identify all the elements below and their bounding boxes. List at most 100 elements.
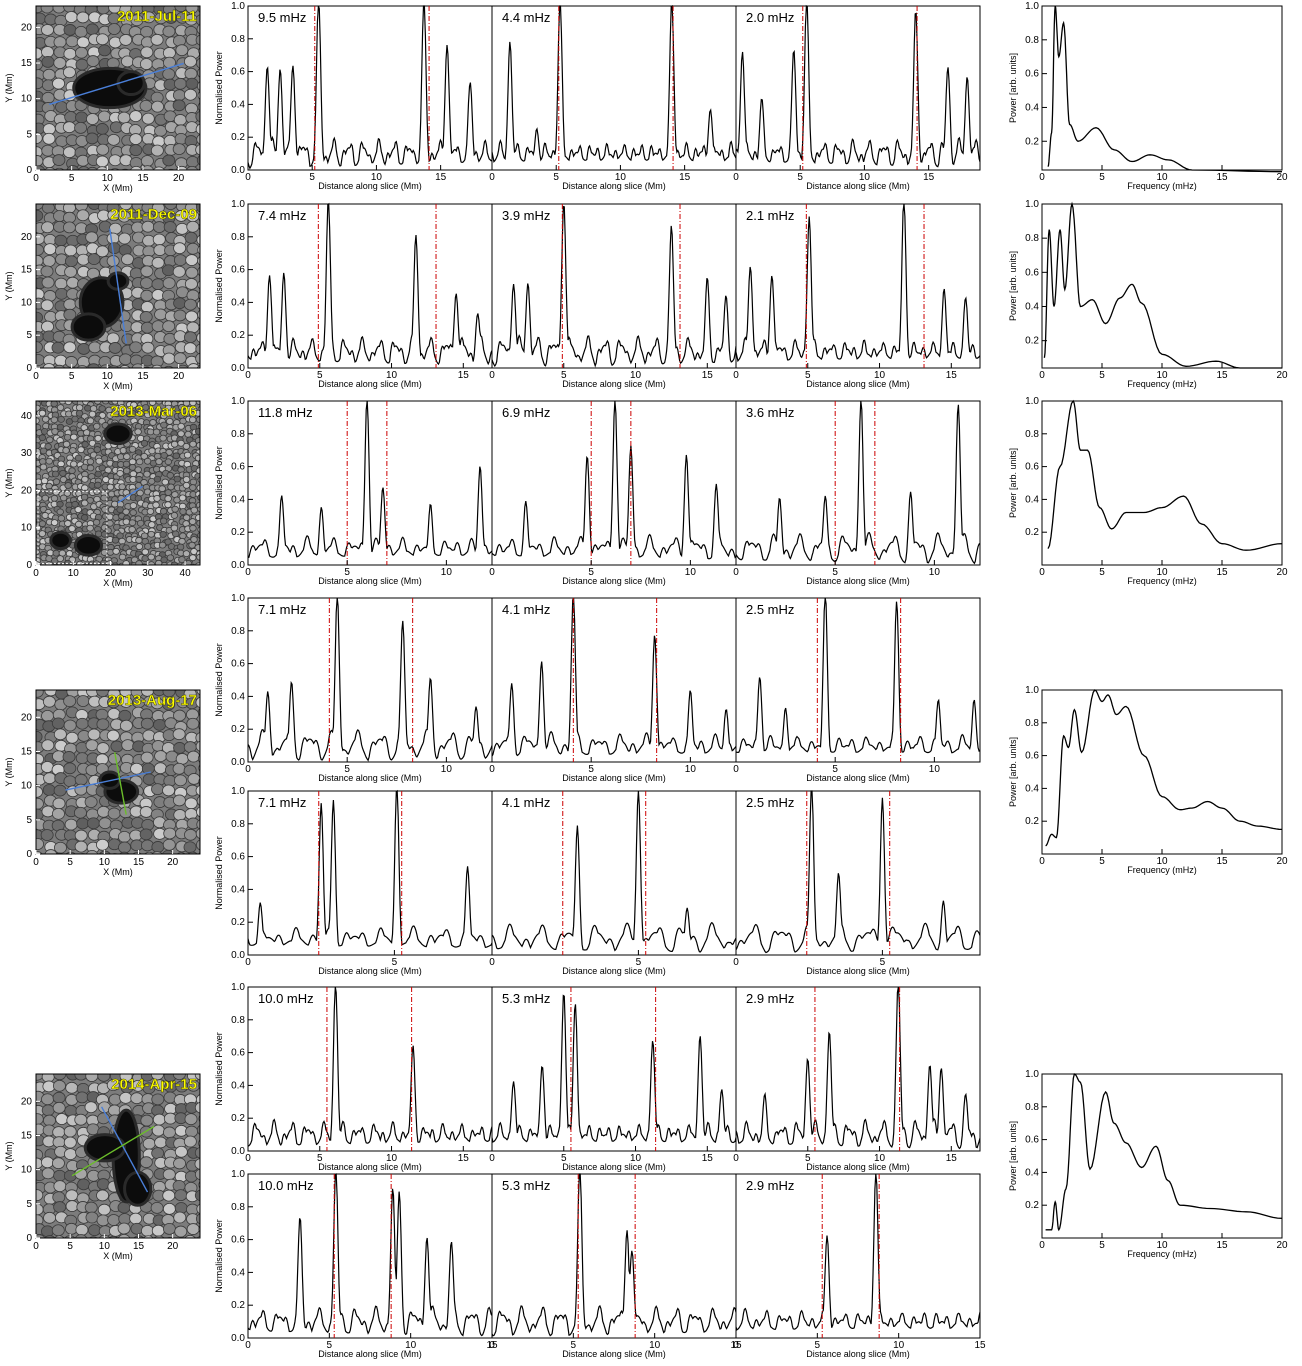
- spectrum-x-tick: 5: [1099, 856, 1105, 867]
- spectrum-x-tick: 20: [1276, 370, 1288, 381]
- spectrum-y-tick: 0.4: [1025, 494, 1039, 505]
- slice-x-tick: 15: [702, 370, 714, 381]
- slice-y-tick: 0.0: [231, 363, 245, 374]
- spectrum-y-tick: 1.0: [1025, 396, 1039, 407]
- image-x-tick: 40: [180, 568, 192, 579]
- spectrum-y-tick: 0.2: [1025, 336, 1039, 347]
- power-curve: [491, 4, 737, 163]
- spectrum-y-tick: 0.2: [1025, 816, 1039, 827]
- image-y-tick: 10: [21, 781, 33, 792]
- slice-x-tick: 15: [679, 172, 691, 183]
- date-label: 2013-Mar-06: [110, 403, 197, 420]
- spectrum-x-tick: 20: [1276, 172, 1288, 183]
- spectrum-x-label: Frequency (mHz): [1127, 1249, 1197, 1259]
- slice-x-tick: 15: [435, 172, 447, 183]
- spectrum-curve: [1047, 5, 1283, 173]
- image-x-tick: 20: [167, 1241, 179, 1252]
- spectrum-x-tick: 15: [1216, 567, 1228, 578]
- slice-x-label: Distance along slice (Mm): [562, 966, 666, 976]
- slice-y-label: Normalised Power: [214, 1032, 224, 1106]
- slice-x-tick: 0: [489, 1153, 495, 1164]
- slice-line-2-0: [117, 485, 143, 504]
- image-y-tick: 10: [21, 297, 33, 308]
- slice-x-tick: 15: [946, 370, 958, 381]
- slice-x-tick: 0: [245, 957, 251, 968]
- power-panel: 6.9 mHz 0 5 10 Distance along slice (Mm): [489, 400, 737, 586]
- slice-x-label: Distance along slice (Mm): [562, 181, 666, 191]
- power-curve: [247, 5, 493, 170]
- slice-y-tick: 0.0: [231, 1333, 245, 1344]
- slice-x-tick: 5: [344, 567, 350, 578]
- slice-x-tick: 0: [733, 957, 739, 968]
- slice-x-tick: 10: [405, 1340, 417, 1351]
- power-panel: 4.4 mHz 0 5 10 15 Distance along slice (Mm): [489, 4, 737, 191]
- image-y-tick: 10: [21, 94, 33, 105]
- power-curve: [491, 1173, 737, 1337]
- frequency-label: 2.9 mHz: [746, 991, 794, 1006]
- slice-y-tick: 0.0: [231, 1146, 245, 1157]
- slice-x-tick: 5: [880, 957, 886, 968]
- image-y-tick: 0: [26, 849, 32, 860]
- slice-x-tick: 0: [733, 1153, 739, 1164]
- image-x-tick: 20: [105, 568, 117, 579]
- image-y-tick: 30: [21, 448, 33, 459]
- slice-x-tick: 0: [733, 370, 739, 381]
- power-panel: 9.5 mHz 0 5 10 15 Distance along slice (Mm): [245, 5, 493, 191]
- image-y-label: Y (Mm): [4, 271, 14, 300]
- slice-x-tick: 10: [874, 370, 886, 381]
- slice-y-tick: 0.4: [231, 297, 245, 308]
- sunspot-image-2: 2013-Mar-06 0 10 20 30 40 0 10 20 30 40 X (Mm) Y (Mm…: [4, 400, 201, 588]
- frequency-label: 5.3 mHz: [502, 991, 550, 1006]
- slice-x-tick: 5: [327, 1340, 333, 1351]
- spectrum-y-tick: 0.2: [1025, 527, 1039, 538]
- slice-x-tick: 10: [874, 1153, 886, 1164]
- slice-y-tick: 0.6: [231, 659, 245, 670]
- image-x-tick: 0: [33, 1241, 39, 1252]
- slice-x-tick: 0: [489, 957, 495, 968]
- image-x-tick: 0: [33, 568, 39, 579]
- spectrum-y-tick: 0.6: [1025, 751, 1039, 762]
- power-curve: [491, 790, 737, 953]
- slice-x-tick: 5: [588, 764, 594, 775]
- slice-y-tick: 0.2: [231, 132, 245, 143]
- image-y-tick: 5: [26, 330, 32, 341]
- image-x-tick: 20: [173, 371, 185, 382]
- image-x-tick: 5: [69, 173, 75, 184]
- slice-y-tick: 1.0: [231, 593, 245, 604]
- slice-x-tick: 5: [317, 1153, 323, 1164]
- spectrum-y-tick: 0.8: [1025, 35, 1039, 46]
- image-y-tick: 15: [21, 265, 33, 276]
- slice-line-3-1: [114, 752, 127, 815]
- power-curve: [491, 400, 737, 560]
- image-x-tick: 10: [99, 1241, 111, 1252]
- spectrum-curve: [1045, 1073, 1283, 1232]
- slice-x-label: Distance along slice (Mm): [806, 1349, 910, 1359]
- slice-y-tick: 1.0: [231, 396, 245, 407]
- image-x-label: X (Mm): [103, 183, 133, 193]
- slice-x-tick: 5: [553, 172, 559, 183]
- slice-x-tick: 10: [929, 764, 941, 775]
- power-curve: [247, 202, 493, 366]
- slice-x-label: Distance along slice (Mm): [562, 1162, 666, 1172]
- slice-x-tick: 10: [859, 172, 871, 183]
- slice-x-label: Distance along slice (Mm): [562, 379, 666, 389]
- frequency-label: 10.0 mHz: [258, 1178, 314, 1193]
- slice-x-tick: 15: [730, 1340, 742, 1351]
- image-y-tick: 0: [26, 363, 32, 374]
- slice-y-tick: 0.8: [231, 819, 245, 830]
- slice-x-tick: 15: [458, 1153, 470, 1164]
- frequency-label: 3.6 mHz: [746, 405, 794, 420]
- slice-y-tick: 1.0: [231, 786, 245, 797]
- spectrum-x-label: Frequency (mHz): [1127, 865, 1197, 875]
- frequency-label: 5.3 mHz: [502, 1178, 550, 1193]
- power-spectrum-2: 0 5 10 15 20 0.2 0.4 0.6 0.8 1.0 Frequency (mHz) Po…: [1008, 396, 1288, 586]
- slice-x-tick: 5: [636, 957, 642, 968]
- power-curve: [247, 1173, 493, 1337]
- spectrum-x-tick: 10: [1156, 370, 1168, 381]
